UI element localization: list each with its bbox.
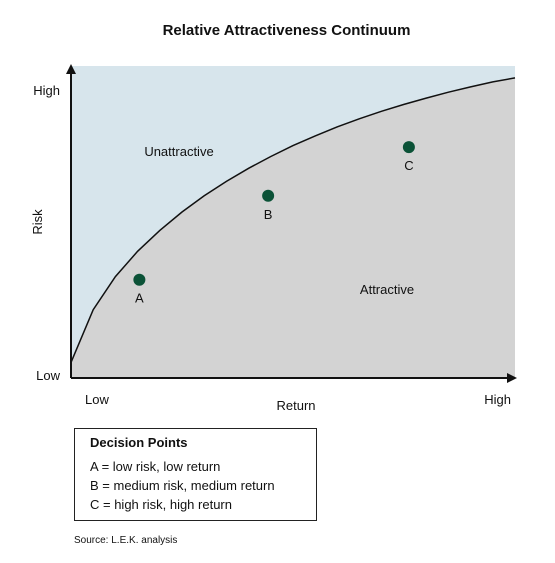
x-tick-high: High: [484, 392, 511, 407]
legend-item-b: B = medium risk, medium return: [90, 478, 275, 493]
decision-point-a: [133, 273, 146, 286]
point-label-c: C: [404, 158, 413, 173]
decision-point-c: [402, 141, 415, 154]
decision-point-b: [262, 189, 275, 202]
chart-title: Relative Attractiveness Continuum: [162, 22, 411, 39]
y-axis-label: Risk: [30, 209, 45, 235]
chart-plot: A B C High Low Low High Return Risk Unattractive A…: [30, 64, 517, 413]
source-note: Source: L.E.K. analysis: [74, 535, 178, 546]
x-tick-low: Low: [85, 392, 109, 407]
point-label-a: A: [135, 291, 144, 306]
legend-box: Decision Points A = low risk, low return…: [74, 428, 317, 521]
region-label-unattractive: Unattractive: [144, 144, 213, 159]
x-axis-label: Return: [276, 398, 315, 413]
attractive-region: [71, 77, 515, 379]
point-label-b: B: [264, 207, 273, 222]
legend-item-c: C = high risk, high return: [90, 497, 232, 512]
y-tick-high: High: [33, 83, 60, 98]
legend-item-a: A = low risk, low return: [90, 459, 221, 474]
legend-title: Decision Points: [90, 435, 188, 450]
frontier-curve: [70, 77, 516, 363]
y-tick-low: Low: [36, 368, 60, 383]
region-label-attractive: Attractive: [360, 282, 414, 297]
